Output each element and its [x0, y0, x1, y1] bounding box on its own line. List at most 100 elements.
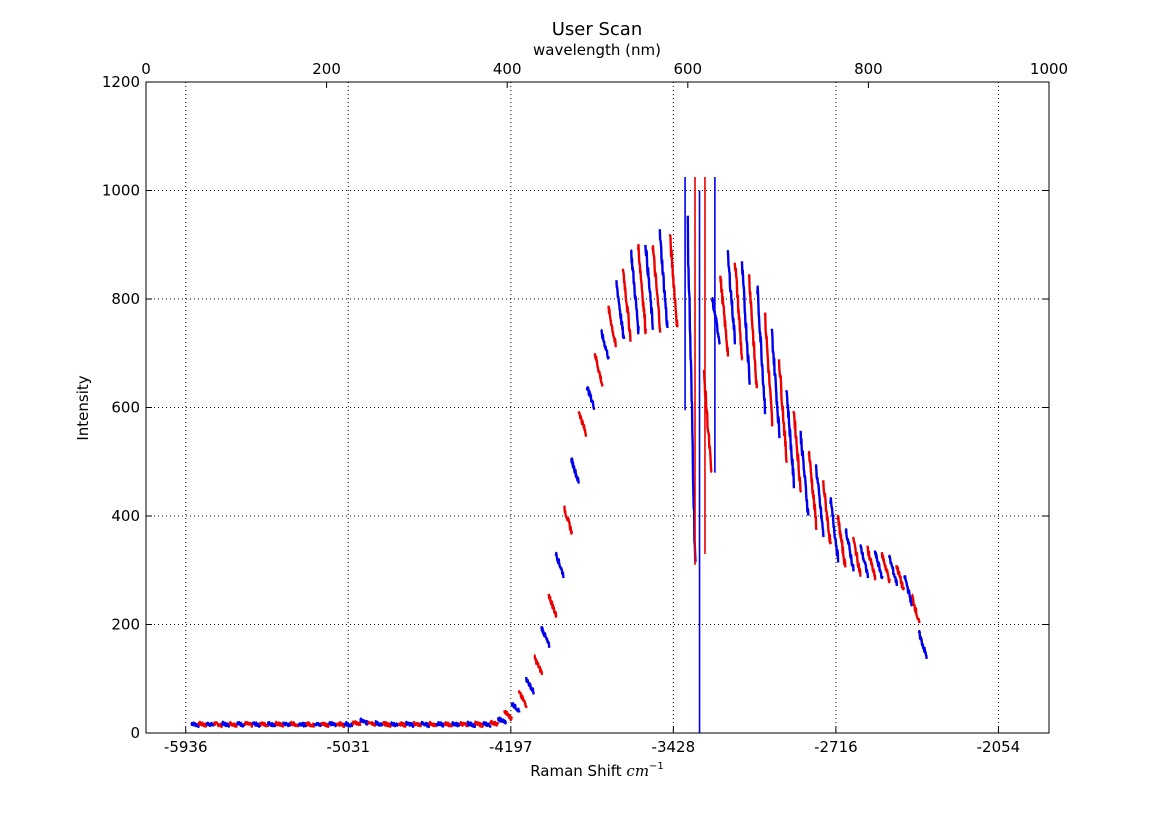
- data-segment-19: [335, 721, 346, 729]
- data-segment-73: [763, 312, 774, 427]
- data-segment-57: [621, 268, 632, 342]
- y-tick-label-6: 1200: [102, 73, 140, 91]
- top-tick-label-4: 800: [854, 60, 883, 78]
- data-segment-27: [397, 721, 407, 728]
- data-segment-70: [740, 261, 751, 385]
- bottom-tick-label-5: -2054: [977, 738, 1021, 756]
- data-segment-21: [351, 720, 362, 727]
- data-segment-12: [282, 721, 293, 728]
- data-segment-76: [785, 389, 796, 489]
- data-segment-43: [517, 690, 528, 709]
- data-segment-61: [651, 245, 662, 333]
- data-segment-87: [866, 545, 877, 581]
- data-segment-38: [481, 721, 492, 728]
- data-segment-51: [577, 410, 588, 437]
- data-segment-28: [404, 720, 415, 729]
- x-axis-label-exponent: −1: [649, 761, 664, 772]
- data-segment-13: [289, 720, 300, 728]
- y-tick-label-1: 200: [111, 616, 140, 634]
- data-segment-37: [473, 720, 485, 729]
- data-segment-40: [496, 716, 508, 725]
- data-segment-7: [243, 720, 254, 728]
- data-segment-82: [829, 497, 840, 563]
- data-segment-53: [593, 353, 604, 387]
- data-segment-24: [374, 720, 384, 727]
- data-segment-4: [220, 720, 231, 729]
- data-segment-20: [343, 720, 354, 728]
- top-tick-label-2: 400: [493, 60, 522, 78]
- data-segment-9: [259, 721, 270, 728]
- y-tick-label-4: 800: [111, 290, 140, 308]
- data-segment-77: [792, 410, 803, 493]
- x-axis-label-unit: cm: [626, 762, 649, 780]
- data-segment-68: [726, 249, 737, 345]
- grid: [146, 82, 1049, 733]
- data-segment-2: [205, 721, 216, 727]
- data-segment-8: [251, 721, 262, 728]
- data-segment-42: [510, 702, 521, 713]
- data-segment-17: [320, 721, 331, 728]
- data-segment-47: [547, 593, 558, 619]
- data-segment-79: [807, 450, 818, 531]
- data-segment-14: [297, 721, 308, 728]
- y-tick-label-5: 1000: [102, 182, 140, 200]
- bottom-tick-label-3: -3428: [652, 738, 696, 756]
- bottom-tick-label-0: -5936: [164, 738, 208, 756]
- data-segment-45: [533, 654, 544, 676]
- top-axis-label: wavelength (nm): [533, 41, 661, 59]
- data-segment-88: [873, 550, 884, 580]
- data-segment-36: [466, 720, 477, 729]
- y-tick-label-2: 400: [111, 507, 140, 525]
- data-segment-55: [607, 305, 618, 348]
- data-segment-80: [814, 464, 825, 538]
- data-segment-31: [427, 720, 438, 728]
- data-segment-62: [658, 229, 669, 329]
- data-segment-58: [629, 249, 640, 335]
- data-segment-84: [844, 528, 855, 572]
- data-segment-93: [910, 593, 921, 624]
- data-segment-3: [213, 721, 223, 729]
- bottom-tick-label-2: -4197: [489, 738, 533, 756]
- data-segment-18: [328, 721, 339, 728]
- data-segment-89: [880, 551, 891, 584]
- plot-area: [190, 176, 928, 733]
- data-segment-71: [748, 274, 759, 389]
- chart-title: User Scan: [552, 19, 643, 40]
- data-segment-92: [903, 575, 914, 607]
- data-segment-64: [686, 215, 697, 563]
- data-segment-56: [615, 280, 626, 340]
- data-segment-85: [851, 536, 862, 578]
- data-segment-35: [458, 721, 469, 728]
- axis-ticks: 0 200 400 600 800 1000 -5936 -5031 -4197 -3428 -27…: [102, 60, 1068, 756]
- data-segment-50: [570, 457, 580, 484]
- data-segment-81: [822, 480, 833, 545]
- data-segment-67: [719, 275, 730, 357]
- data-segment-66: [710, 296, 721, 345]
- data-segment-90: [887, 554, 899, 587]
- data-segment-1: [197, 720, 208, 728]
- data-segment-16: [313, 721, 323, 728]
- data-segment-60: [644, 244, 655, 331]
- data-segment-52: [585, 385, 596, 411]
- data-segment-22: [359, 717, 369, 726]
- data-segment-5: [228, 721, 239, 728]
- data-segment-11: [274, 720, 285, 728]
- top-tick-label-0: 0: [141, 60, 151, 78]
- data-segment-29: [412, 720, 423, 728]
- data-segment-59: [636, 243, 648, 335]
- top-tick-label-3: 600: [673, 60, 702, 78]
- plot-frame: [145, 81, 1050, 734]
- data-segment-83: [836, 514, 847, 568]
- data-segment-33: [443, 721, 454, 728]
- data-segment-41: [503, 710, 514, 722]
- data-segment-75: [777, 359, 788, 463]
- data-segment-6: [236, 721, 247, 728]
- bottom-tick-label-4: -2716: [814, 738, 858, 756]
- data-segment-46: [540, 626, 551, 648]
- data-segment-86: [859, 544, 870, 579]
- data-segment-26: [389, 721, 400, 728]
- bottom-tick-label-1: -5031: [326, 738, 370, 756]
- data-segment-78: [799, 430, 810, 516]
- data-segment-69: [733, 262, 744, 361]
